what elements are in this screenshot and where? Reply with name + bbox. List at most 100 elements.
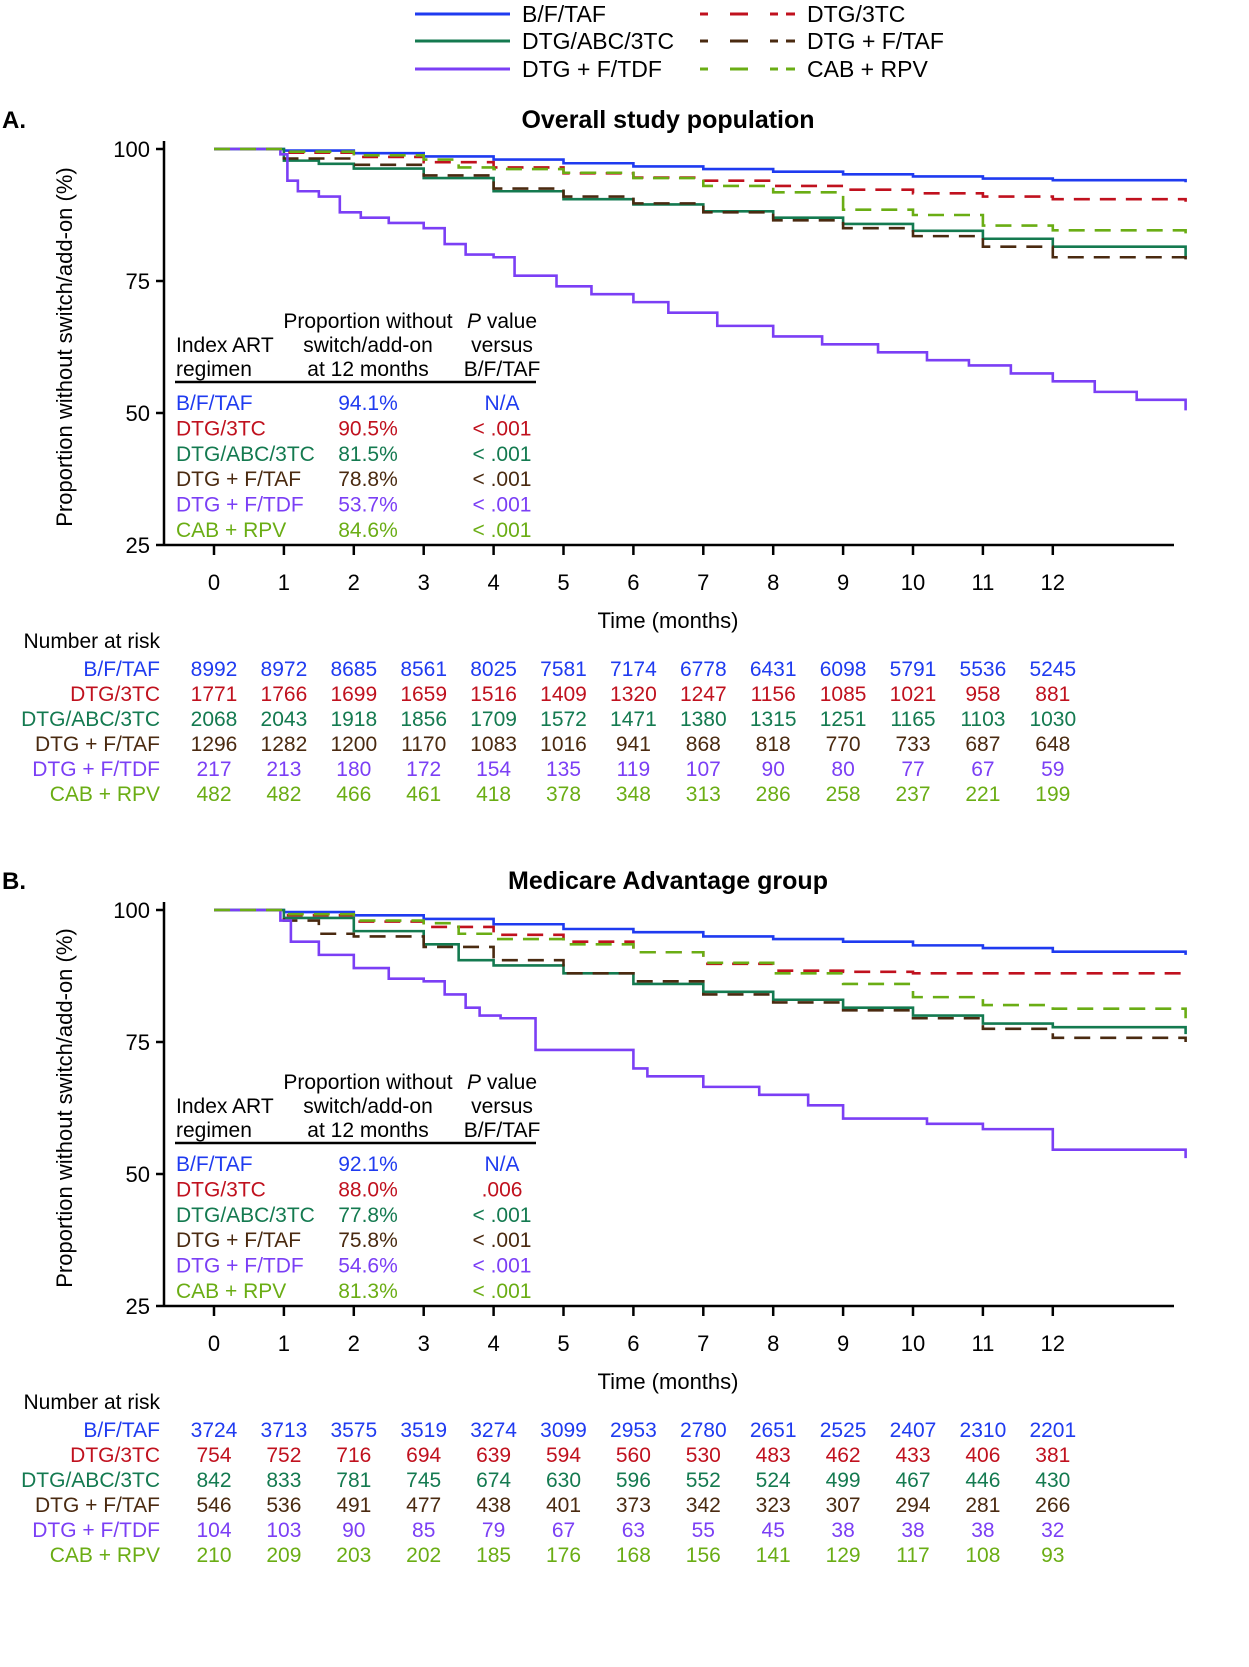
risk-value: 477 [406,1494,441,1517]
risk-value: 373 [616,1494,651,1517]
inset-row: DTG + F/TDF 53.7% < .001 [176,494,531,517]
risk-value: 117 [896,1544,929,1567]
risk-value: 221 [965,783,1000,806]
risk-value: 5245 [1029,658,1076,681]
risk-value: 85 [412,1519,435,1542]
x-tick-label: 0 [208,570,220,595]
risk-value: 180 [336,758,371,781]
risk-value: 1156 [751,683,796,706]
risk-value: 1709 [470,708,517,731]
risk-value: 1572 [540,708,587,731]
legend-item: DTG + F/TAF [700,28,944,54]
risk-value: 1247 [680,683,727,706]
risk-value: 2068 [191,708,238,731]
risk-value: 281 [965,1494,1000,1517]
risk-value: 1918 [330,708,377,731]
x-tick-label: 9 [837,1331,849,1356]
risk-value: 202 [406,1544,441,1567]
series-line-dtg-f-taf [214,908,1187,1042]
series-line-dtg-3tc [214,908,1187,975]
risk-value: 1282 [261,733,308,756]
x-axis-label: Time (months) [598,1369,739,1394]
series-line-b-f-taf [214,908,1187,955]
risk-value: 313 [686,783,721,806]
risk-value: 38 [901,1519,924,1542]
risk-value: 217 [196,758,231,781]
inset-regimen: DTG + F/TDF [176,494,304,517]
legend-label: DTG/3TC [807,1,905,27]
inset-row: B/F/TAF 92.1% N/A [176,1153,520,1176]
inset-row: DTG + F/TAF 75.8% < .001 [176,1229,531,1252]
inset-regimen: DTG/3TC [176,417,266,440]
legend-label: DTG + F/TDF [522,56,662,82]
inset-header-prop-line2: switch/add-on [303,1095,433,1118]
risk-value: 3713 [261,1419,308,1442]
risk-value: 1251 [820,708,867,731]
inset-proportion: 77.8% [338,1204,398,1227]
risk-value: 1320 [610,683,657,706]
risk-row-label: DTG/ABC/3TC [21,708,160,731]
risk-row-label: DTG + F/TAF [35,1494,160,1517]
inset-header-prop-line2: switch/add-on [303,334,433,357]
y-tick-label: 100 [113,898,150,923]
risk-row: B/F/TAF 3724 3713 3575 3519 3274 3099 2953 2780 2… [83,1419,1076,1442]
risk-value: 2407 [890,1419,937,1442]
risk-value: 1030 [1029,708,1076,731]
y-tick-label: 75 [126,269,150,294]
series-line-dtg-abc-3tc [214,908,1187,1035]
risk-value: 1699 [330,683,377,706]
risk-value: 770 [826,733,861,756]
series-line-cab-rpv [214,908,1187,1019]
y-tick-label: 50 [126,1162,150,1187]
risk-value: 1085 [820,683,867,706]
risk-value: 596 [616,1469,651,1492]
inset-row: CAB + RPV 81.3% < .001 [176,1280,531,1303]
inset-proportion: 90.5% [338,417,398,440]
risk-value: 881 [1035,683,1070,706]
risk-value: 818 [756,733,791,756]
x-tick-label: 3 [418,1331,430,1356]
risk-value: 842 [196,1469,231,1492]
risk-value: 141 [756,1544,791,1567]
risk-value: 3274 [470,1419,517,1442]
x-tick-label: 6 [627,1331,639,1356]
risk-value: 2310 [960,1419,1007,1442]
risk-value: 2780 [680,1419,727,1442]
risk-value: 3099 [540,1419,587,1442]
risk-value: 530 [686,1444,721,1467]
risk-value: 461 [406,783,441,806]
risk-value: 135 [546,758,581,781]
risk-value: 307 [826,1494,861,1517]
x-tick-label: 5 [557,570,569,595]
inset-header-regimen-line1: Index ART [176,1095,274,1118]
series-line-cab-rpv [214,147,1187,239]
risk-value: 406 [965,1444,1000,1467]
inset-regimen: DTG + F/TAF [176,1229,301,1252]
risk-value: 433 [895,1444,930,1467]
x-tick-label: 9 [837,570,849,595]
panel-b: B. Medicare Advantage group100755025Propo… [2,867,1187,1567]
risk-value: 342 [686,1494,721,1517]
risk-value: 958 [965,683,1000,706]
risk-value: 483 [756,1444,791,1467]
risk-value: 868 [686,733,721,756]
x-tick-label: 8 [767,1331,779,1356]
risk-value: 491 [336,1494,371,1517]
risk-value: 55 [692,1519,715,1542]
risk-value: 1170 [401,733,446,756]
risk-value: 1200 [330,733,377,756]
risk-row: DTG/3TC 754 752 716 694 639 594 560 530 483 462 433… [70,1444,1070,1467]
risk-row: CAB + RPV 210 209 203 202 185 176 168 156 141 129 1… [50,1544,1065,1567]
series-group [214,147,1187,411]
legend-label: DTG/ABC/3TC [522,28,674,54]
risk-value: 5791 [890,658,937,681]
risk-value: 63 [622,1519,645,1542]
legend-item: B/F/TAF [415,1,606,27]
y-tick-label: 75 [126,1030,150,1055]
risk-value: 8025 [470,658,517,681]
risk-value: 546 [196,1494,231,1517]
risk-value: 418 [476,783,511,806]
x-tick-label: 12 [1041,1331,1065,1356]
risk-value: 77 [901,758,924,781]
panel-a: A. Overall study population100755025Propo… [2,106,1187,806]
